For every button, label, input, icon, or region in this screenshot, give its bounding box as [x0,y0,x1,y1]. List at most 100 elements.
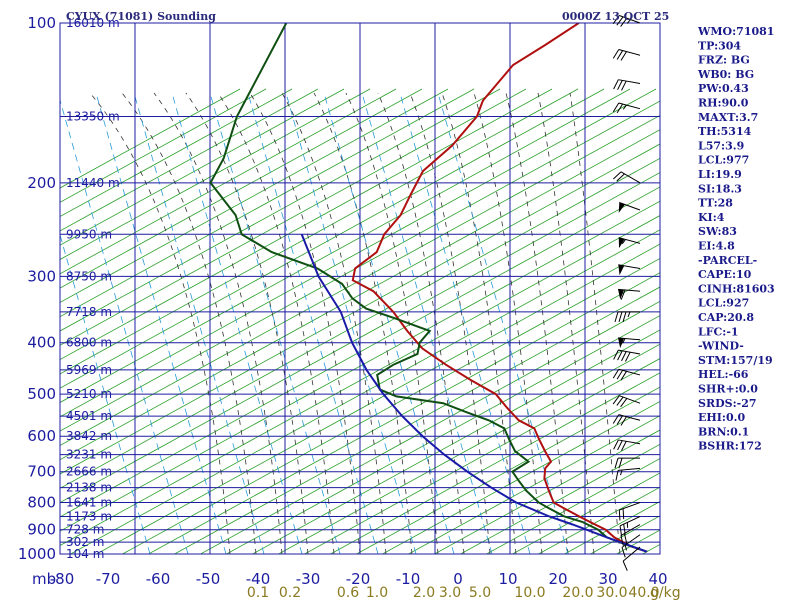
moist-adiabat-line [153,92,283,554]
side-panel-line: LFC:-1 [698,325,739,338]
side-panel-line: CAPE:10 [698,268,752,281]
moist-adiabat-line [505,92,569,554]
dry-adiabat-line [60,88,657,418]
mixing-ratio-line [209,92,341,554]
moist-adiabat-line [409,92,491,554]
side-panel-line: PW:0.43 [698,82,749,95]
moist-adiabat-line [537,92,595,554]
dry-adiabat-line [60,143,660,475]
wind-barb [614,311,640,323]
height-label: 13350 m [66,110,120,124]
moist-adiabat-line [377,92,465,554]
dry-adiabat-line [433,429,660,554]
temperature-tick-label: 40 [648,570,667,588]
wind-barb-feather [625,351,631,362]
temperature-tick-label: 30 [598,570,617,588]
wind-barb-feather [618,510,621,521]
dry-adiabat-line [303,358,660,554]
wind-barb-feather [617,350,623,361]
dry-adiabat-line [251,329,660,554]
dry-adiabat-line [60,88,241,189]
dry-adiabat-line [381,400,660,554]
pressure-tick-label: 500 [27,385,56,403]
mixing-ratio-line [247,92,379,554]
dry-adiabat-line [60,215,660,546]
dry-adiabat-line [60,88,605,389]
wind-barb-feather [620,17,628,27]
mixing-ratio-label: 0.2 [279,585,301,600]
wind-barb [618,237,641,249]
temperature-tick-label: 20 [548,570,567,588]
wind-barb [613,439,641,451]
dry-adiabat-line [95,243,660,554]
pressure-tick-label: 100 [27,14,56,32]
dry-adiabat-line [60,88,475,318]
wind-barb-feather [621,80,627,91]
wind-barb-flag [618,237,625,249]
pressure-tick-label: 300 [27,267,56,285]
dry-adiabat-line [225,315,660,554]
wind-barb-feather [612,15,620,25]
wind-barb-feather [619,525,623,537]
wind-barb-half-feather [622,338,626,344]
wind-barb-flag [618,264,625,276]
dry-adiabat-line [121,257,660,554]
wind-barb-feather [620,416,627,426]
chart-title: CYUX (71081) Sounding [66,10,216,23]
dry-adiabat-line [744,89,800,584]
temperature-tick-label: -30 [296,570,321,588]
dry-adiabat-line [60,157,660,489]
height-label: 104 m [66,547,104,561]
wind-barb-staff [622,546,641,562]
moist-adiabat-line [345,92,439,554]
height-label: 302 m [66,535,104,549]
wind-barb-half-feather [621,239,626,245]
dry-adiabat-line [511,472,660,554]
wind-barb-feather [616,173,625,182]
side-panel-line: STM:157/19 [698,354,773,367]
side-panel-line: TP:304 [698,39,741,52]
wind-barb-feather [620,51,627,61]
wind-barb [613,349,641,362]
wind-barb [622,546,641,571]
side-panel-line: TT:28 [698,197,733,210]
pressure-tick-label: 900 [27,521,56,539]
dry-adiabat-line [770,89,800,584]
wind-barb [618,288,641,300]
wind-barb [612,49,641,61]
wind-barb [613,79,641,91]
wind-barb [612,368,641,381]
dry-adiabat-line [60,88,319,232]
side-panel-line: FRZ: BG [698,54,750,67]
temperature-tick-label: -50 [196,570,221,588]
wind-barb-flag [618,337,625,349]
dry-adiabat-line [60,200,660,532]
height-label: 3842 m [66,429,112,443]
wind-barb-feather [613,171,622,180]
wind-barb [618,337,641,349]
wind-barb [612,414,641,426]
wind-barb-half-feather [626,19,631,24]
side-panel-line: SRDS:-27 [698,397,757,410]
wind-barb-staff [618,237,641,244]
mixing-ratio-label: 2.0 [413,585,435,600]
temperature-tick-label: -80 [50,570,75,588]
mixing-ratio-label: 3.0 [439,585,461,600]
height-label: 8750 m [66,269,112,283]
mixing-ratio-line [361,92,493,554]
wind-barb-flag [618,202,625,213]
side-panel-line: SW:83 [698,225,737,238]
sounding-trace-2 [300,233,648,553]
wind-barb-feather [613,79,619,90]
wind-barb-feather [618,458,623,469]
side-panel-line: WB0: BG [697,68,754,81]
wind-barbs [612,15,641,571]
dry-adiabat-line [60,88,553,361]
wind-barb-half-feather [627,311,631,318]
moist-adiabat-line [217,92,335,554]
side-panel-line: HEL:-66 [698,368,749,381]
wind-barb-feather [622,508,625,520]
dry-adiabat-line [277,343,660,554]
